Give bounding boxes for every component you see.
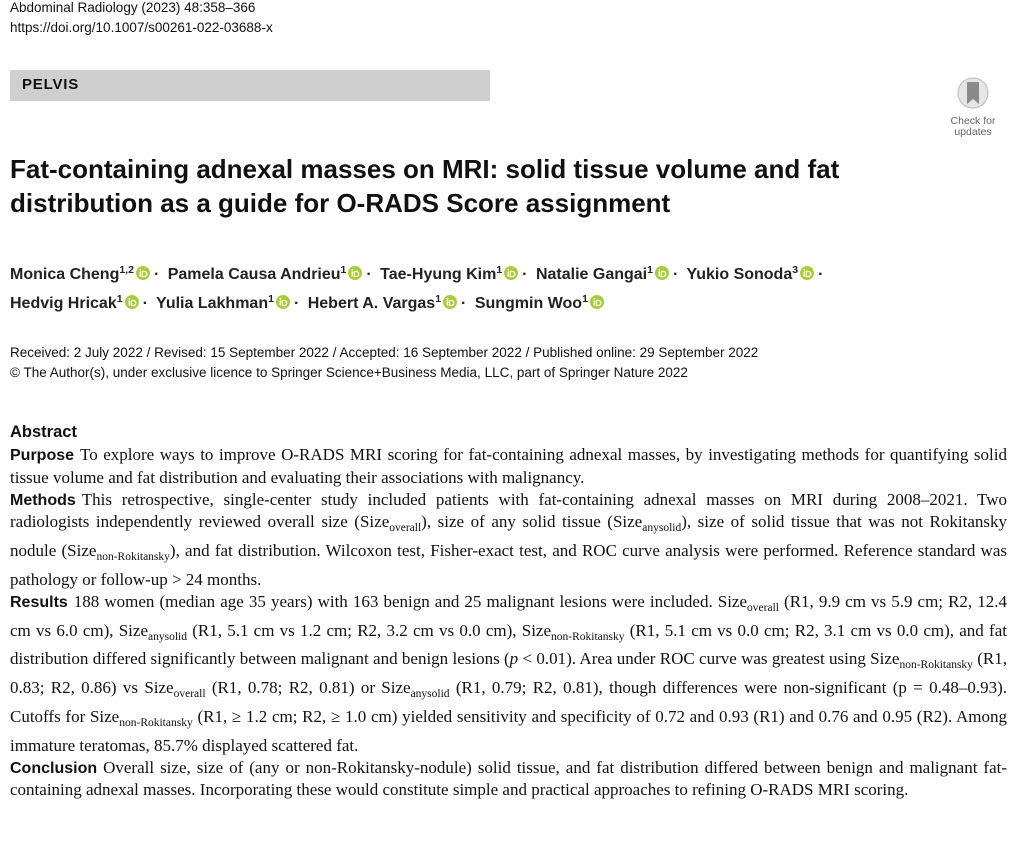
text-run: 188 women (median age 35 years) with 163… bbox=[73, 591, 748, 611]
author-separator: · bbox=[672, 266, 679, 283]
author: Tae-Hyung Kim1 · bbox=[380, 264, 531, 283]
text-run: (R1, 0.83; R2, 0.86) vs Size bbox=[10, 649, 1007, 698]
affiliation-mark: 1 bbox=[435, 293, 442, 305]
affiliation-mark: 1 bbox=[268, 293, 274, 305]
orcid-icon[interactable] bbox=[504, 266, 519, 280]
text-run: Overall size, size of (any or non-Rokita… bbox=[10, 757, 1007, 800]
affiliation-mark: 1 bbox=[340, 264, 347, 276]
affiliation-mark: 1,2 bbox=[119, 264, 134, 276]
section-label: Results bbox=[10, 593, 68, 611]
abstract-section: Conclusion Overall size, size of (any or … bbox=[10, 757, 1007, 802]
author-name: Natalie Gangai bbox=[535, 266, 648, 283]
history-dates: Received: 2 July 2022 / Revised: 15 Sept… bbox=[10, 345, 759, 360]
abstract-section: Purpose To explore ways to improve O-RADS… bbox=[10, 444, 1007, 489]
subscript: non-Rokitansky bbox=[551, 630, 625, 643]
section-bar bbox=[10, 70, 490, 101]
author: Yukio Sonoda3 · bbox=[686, 264, 827, 283]
orcid-icon[interactable] bbox=[589, 295, 604, 309]
author-separator: · bbox=[522, 266, 528, 283]
author-separator: · bbox=[366, 266, 372, 283]
text-run: To explore ways to improve O-RADS MRI sc… bbox=[10, 445, 1007, 487]
text-run: ), and fat distribution. Wilcoxon test, … bbox=[10, 541, 1007, 589]
subscript: overall bbox=[747, 601, 779, 614]
check-updates-badge[interactable]: Check for updates bbox=[944, 76, 1002, 138]
author-separator: · bbox=[818, 266, 824, 283]
author-name: Hebert A. Vargas bbox=[307, 295, 436, 312]
author: Yulia Lakhman1 · bbox=[156, 293, 303, 312]
author-name: Pamela Causa Andrieu bbox=[167, 266, 341, 283]
author: Pamela Causa Andrieu1 · bbox=[167, 264, 376, 283]
section-label: Methods bbox=[10, 491, 76, 509]
copyright: © The Author(s), under exclusive licence… bbox=[10, 365, 688, 380]
text-run: (R1, 5.1 cm vs 1.2 cm; R2, 3.2 cm vs 0.0… bbox=[186, 620, 552, 640]
text-run: (R1, 0.79; R2, 0.81), though differences… bbox=[10, 678, 1007, 726]
affiliation-mark: 3 bbox=[792, 264, 799, 276]
doi-link[interactable]: https://doi.org/10.1007/s00261-022-03688… bbox=[10, 20, 273, 35]
affiliation-mark: 1 bbox=[496, 264, 503, 276]
subscript: non-Rokitansky bbox=[899, 659, 973, 672]
text-run: (R1, 5.1 cm vs 0.0 cm; R2, 3.1 cm vs 0.0… bbox=[10, 620, 1007, 669]
author-list: Monica Cheng1,2 · Pamela Causa Andrieu1 · … bbox=[10, 258, 1000, 316]
author: Hebert A. Vargas1 · bbox=[307, 293, 471, 312]
author-name: Monica Cheng bbox=[10, 266, 120, 283]
text-run: (R1, 9.9 cm vs 5.9 cm; R2, 12.4 cm vs 6.… bbox=[10, 591, 1007, 640]
author-name: Sungmin Woo bbox=[474, 295, 583, 312]
author: Sungmin Woo1 bbox=[474, 293, 604, 312]
author-separator: · bbox=[153, 266, 160, 283]
text-run: This retrospective, single-center study … bbox=[10, 489, 1007, 532]
journal-citation: Abdominal Radiology (2023) 48:358–366 bbox=[10, 0, 256, 15]
subscript: non-Rokitansky bbox=[96, 551, 170, 564]
text-run: ), size of solid tissue that was not Rok… bbox=[10, 512, 1007, 561]
abstract-body: Purpose To explore ways to improve O-RADS… bbox=[10, 444, 1007, 801]
abstract-section: Methods This retrospective, single-center… bbox=[10, 489, 1007, 591]
subscript: overall bbox=[173, 688, 206, 701]
italic-run: p bbox=[509, 649, 519, 669]
author-name: Hedvig Hricak bbox=[10, 295, 117, 312]
author: Natalie Gangai1 · bbox=[535, 264, 682, 283]
text-run: < 0.01). Area under ROC curve was greate… bbox=[518, 649, 900, 669]
article-title: Fat-containing adnexal masses on MRI: so… bbox=[10, 154, 840, 218]
author: Hedvig Hricak1 · bbox=[10, 293, 152, 312]
text-run: (R1, 0.78; R2, 0.81) or Size bbox=[205, 678, 411, 698]
author-separator: · bbox=[293, 295, 300, 312]
text-run: (R1, ≥ 1.2 cm; R2, ≥ 1.0 cm) yielded sen… bbox=[10, 706, 1007, 755]
orcid-icon[interactable] bbox=[348, 266, 363, 280]
section-label: PELVIS bbox=[22, 76, 80, 93]
orcid-icon[interactable] bbox=[800, 266, 815, 280]
abstract-heading: Abstract bbox=[10, 423, 77, 441]
author-name: Yulia Lakhman bbox=[156, 295, 269, 312]
author-separator: · bbox=[142, 295, 148, 312]
orcid-icon[interactable] bbox=[443, 295, 458, 309]
affiliation-mark: 1 bbox=[116, 293, 123, 305]
orcid-icon[interactable] bbox=[135, 266, 150, 280]
section-label: Purpose bbox=[10, 447, 75, 464]
author-name: Yukio Sonoda bbox=[686, 266, 793, 283]
subscript: anysolid bbox=[410, 688, 450, 701]
subscript: anysolid bbox=[642, 522, 682, 535]
text-run: ), size of any solid tissue (Size bbox=[421, 512, 643, 532]
subscript: anysolid bbox=[148, 630, 187, 643]
orcid-icon[interactable] bbox=[275, 295, 290, 309]
affiliation-mark: 1 bbox=[647, 264, 653, 276]
abstract-section: Results 188 women (median age 35 years) w… bbox=[10, 591, 1007, 757]
subscript: overall bbox=[389, 522, 422, 535]
orcid-icon[interactable] bbox=[124, 295, 139, 309]
affiliation-mark: 1 bbox=[582, 293, 588, 305]
author-separator: · bbox=[461, 295, 467, 312]
section-label: Conclusion bbox=[10, 759, 98, 777]
author: Monica Cheng1,2 · bbox=[10, 264, 163, 283]
badge-text: Check for updates bbox=[950, 115, 996, 138]
orcid-icon[interactable] bbox=[654, 266, 669, 280]
subscript: non-Rokitansky bbox=[119, 716, 193, 729]
author-name: Tae-Hyung Kim bbox=[380, 266, 497, 283]
badge-icon bbox=[957, 77, 989, 109]
